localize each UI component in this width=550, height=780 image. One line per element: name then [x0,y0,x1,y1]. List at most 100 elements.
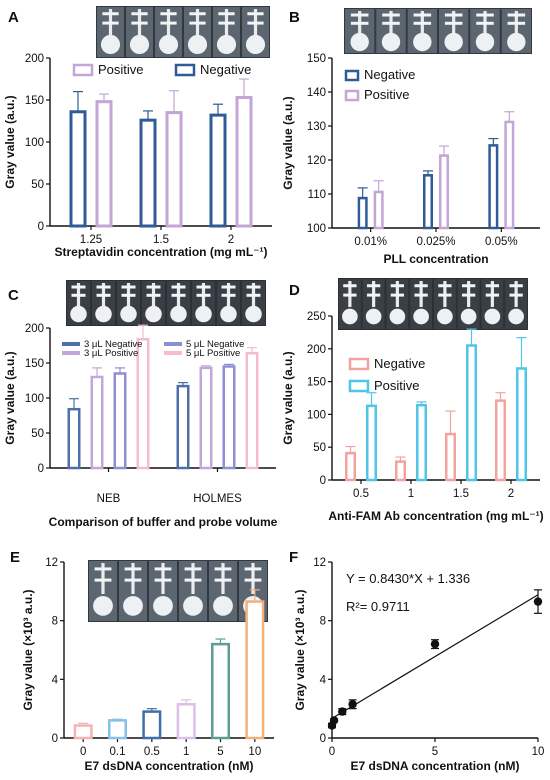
strip-frame [433,278,457,330]
strip-pad [437,308,453,325]
strip-channel [251,563,255,594]
strip-line [124,567,142,571]
bar [209,113,227,228]
bar [199,366,213,470]
y-axis-label: Gray value (×10³ a.u.) [293,589,307,710]
strip-line [171,285,186,289]
strip-line [221,293,236,297]
strip-frame [409,278,433,330]
test-strip [141,280,166,326]
bar [69,110,87,228]
test-strip [91,280,116,326]
strip-frame [141,280,166,326]
strip-line [96,293,111,297]
strip-line [413,21,432,25]
strip-frame [166,280,191,326]
strip-line [343,293,357,297]
bar [176,384,190,470]
test-strip [500,8,532,54]
strip-line [218,12,235,16]
bar [423,174,433,230]
data-point [533,597,543,606]
y-tick-label: 150 [307,377,326,389]
strip-pad [195,305,212,323]
panel-label: C [8,287,19,304]
strip-line [509,293,523,297]
bar [67,407,81,470]
strip-line [160,12,177,16]
strip-line [438,293,452,297]
strip-frame [438,8,470,54]
strip-line [94,567,112,571]
x-axis-label: Anti-FAM Ab concentration (mg mL⁻¹) [328,509,543,523]
strip-line [247,12,264,16]
test-strip [406,8,438,54]
strip-line [438,284,452,288]
y-axis-label: Gray value (a.u.) [281,351,295,444]
strip-line [247,21,264,25]
bar [416,403,427,482]
strip-line [350,21,369,25]
strip-line [343,284,357,288]
test-strip [504,278,528,330]
strip-pad [245,305,262,323]
x-axis-label: Streptavidin concentration (mg mL⁻¹) [54,245,267,259]
legend-label: Positive [98,62,144,77]
strip-frame [241,280,266,326]
strip-pad [153,595,173,616]
test-strip [338,278,362,330]
bar [245,600,265,740]
x-tick-label: 0.01% [354,236,387,248]
strip-line [221,285,236,289]
strip-line [96,285,111,289]
strip-frame [241,6,270,58]
strip-pad [350,32,369,52]
strip-line [413,13,432,17]
strip-pad [460,308,477,325]
legend-label: 5 μL Negative [186,339,244,350]
strip-line [461,293,476,297]
strip-line [244,578,262,582]
fit-equation: Y = 0.8430*X + 1.336 [346,571,470,586]
strip-frame [96,6,125,58]
y-axis-label: Gray value (×10³ a.u.) [21,589,35,710]
test-strip [178,560,208,622]
x-axis-label: E7 dsDNA concentration (nM) [85,759,254,773]
strip-pad [507,32,526,52]
strip-pad [342,308,358,325]
strip-line [124,578,142,582]
x-tick-label: 0.5 [144,746,160,758]
strip-line [154,567,172,571]
strip-frame [125,6,154,58]
legend-swatch [174,63,196,77]
test-strip [241,6,270,58]
y-tick-label: 250 [307,311,326,323]
panel-label: A [8,9,19,26]
bar [95,100,113,228]
legend-label: Positive [364,87,410,102]
strip-frame [212,6,241,58]
bar [495,399,506,482]
x-tick-label: 1.25 [80,234,102,246]
strip-line [382,21,400,25]
bar [73,724,93,740]
chart-B: 100 110 120 130 140 150 0.01% 0.025% 0.05% Gray v… [281,9,540,266]
test-strip [456,278,481,330]
test-strip [433,278,457,330]
strip-pad [389,308,406,325]
y-tick-label: 200 [307,344,326,356]
y-tick-label: 4 [52,674,59,686]
strip-pad [158,34,179,55]
x-tick-label: NEB [97,493,121,505]
x-tick-label: 0 [80,746,86,758]
strip-pad [484,308,501,325]
x-tick-label: 1.5 [453,488,469,500]
bar [345,451,356,482]
test-strip [116,280,141,326]
strip-pad [381,32,401,52]
y-tick-label: 50 [313,442,326,454]
strip-line [390,293,405,297]
strip-pad [444,32,463,52]
y-tick-label: 12 [313,557,326,569]
y-axis-label: Gray value (a.u.) [3,351,17,444]
